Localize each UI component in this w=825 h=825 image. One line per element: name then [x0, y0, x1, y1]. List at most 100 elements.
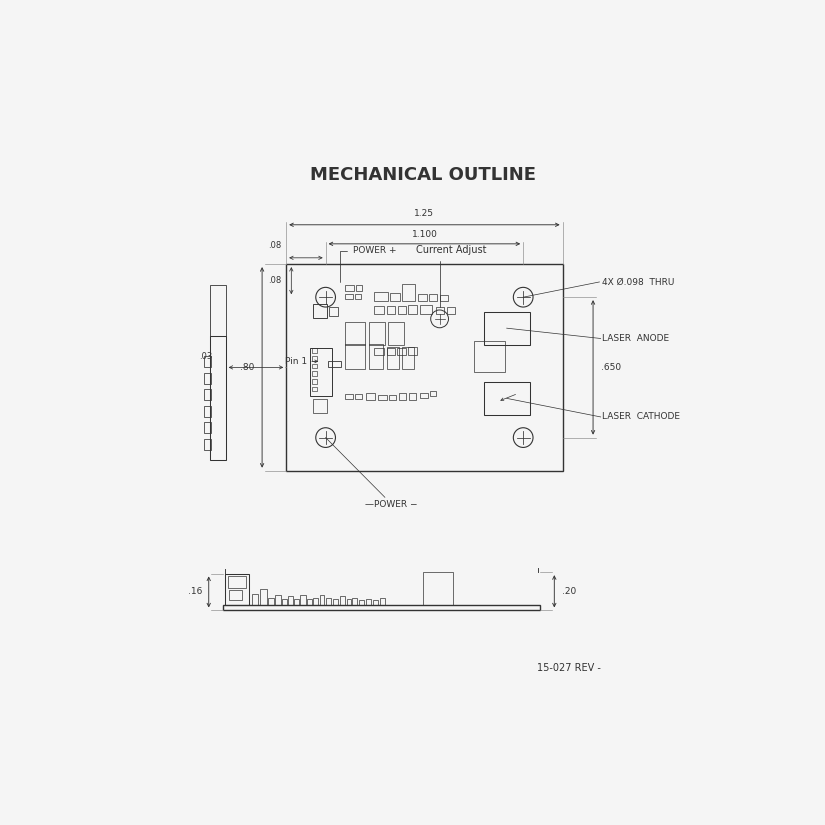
Bar: [398, 394, 406, 400]
Bar: [313, 597, 318, 606]
Text: .20: .20: [562, 587, 576, 596]
Bar: [300, 595, 306, 606]
Bar: [483, 312, 530, 345]
Bar: [223, 606, 540, 610]
Bar: [374, 292, 388, 301]
Bar: [365, 394, 375, 400]
Bar: [360, 601, 364, 606]
Bar: [380, 597, 385, 606]
Bar: [204, 406, 211, 417]
Bar: [369, 323, 384, 345]
Bar: [204, 422, 211, 433]
Bar: [440, 295, 448, 301]
Bar: [210, 285, 226, 337]
Bar: [389, 293, 400, 301]
Text: POWER +: POWER +: [340, 247, 397, 282]
Bar: [228, 576, 246, 587]
Bar: [268, 597, 274, 606]
Bar: [474, 341, 505, 371]
Bar: [326, 597, 332, 606]
Bar: [313, 356, 318, 361]
Bar: [328, 361, 341, 367]
Bar: [333, 599, 337, 606]
Bar: [379, 394, 387, 400]
Bar: [345, 394, 353, 399]
Bar: [204, 389, 211, 400]
Bar: [352, 597, 357, 606]
Bar: [307, 599, 312, 606]
Bar: [313, 348, 318, 353]
Bar: [329, 307, 338, 316]
Bar: [369, 344, 383, 370]
Bar: [387, 306, 395, 314]
Bar: [204, 373, 211, 384]
Text: 1.25: 1.25: [414, 210, 435, 219]
Bar: [252, 594, 258, 606]
Text: LASER  ANODE: LASER ANODE: [602, 334, 669, 343]
Bar: [345, 323, 365, 345]
Bar: [204, 356, 211, 367]
Bar: [365, 599, 371, 606]
Bar: [210, 337, 226, 460]
Bar: [447, 307, 455, 314]
Text: .08: .08: [268, 241, 281, 250]
Bar: [313, 364, 318, 368]
Text: Current Adjust: Current Adjust: [416, 245, 487, 307]
Bar: [286, 264, 563, 470]
Bar: [345, 295, 353, 299]
Bar: [398, 306, 406, 314]
Bar: [403, 284, 415, 301]
Bar: [374, 348, 384, 355]
Text: .03: .03: [199, 352, 212, 361]
Text: LASER  CATHODE: LASER CATHODE: [602, 412, 680, 422]
Text: 15-027 REV -: 15-027 REV -: [537, 662, 601, 672]
Bar: [389, 394, 396, 400]
Bar: [260, 589, 267, 606]
Text: 1.100: 1.100: [412, 229, 437, 238]
Text: MECHANICAL OUTLINE: MECHANICAL OUTLINE: [310, 166, 535, 184]
Bar: [403, 347, 414, 370]
Bar: [387, 348, 395, 355]
Text: .650: .650: [601, 363, 620, 372]
Bar: [313, 371, 318, 376]
Bar: [409, 394, 417, 400]
Bar: [429, 294, 436, 301]
Bar: [275, 595, 280, 606]
Bar: [345, 285, 354, 291]
Bar: [313, 387, 318, 391]
Bar: [295, 599, 299, 606]
Bar: [422, 573, 453, 606]
Bar: [417, 294, 427, 301]
Bar: [356, 285, 362, 291]
Bar: [313, 398, 327, 412]
Text: .08: .08: [268, 276, 281, 285]
Text: .80: .80: [240, 363, 254, 372]
Bar: [320, 595, 324, 606]
Bar: [288, 596, 293, 606]
Bar: [313, 304, 327, 318]
Text: .16: .16: [188, 587, 202, 596]
Bar: [204, 439, 211, 450]
Bar: [387, 347, 399, 370]
Text: 4X Ø.098  THRU: 4X Ø.098 THRU: [602, 277, 674, 286]
Text: Pin 1: Pin 1: [285, 357, 307, 365]
Bar: [282, 599, 287, 606]
Bar: [229, 590, 242, 601]
Bar: [345, 344, 365, 370]
Bar: [373, 601, 378, 606]
Bar: [430, 390, 436, 396]
Bar: [313, 380, 318, 384]
Bar: [340, 596, 345, 606]
Text: —POWER −: —POWER −: [365, 501, 417, 510]
Bar: [436, 307, 445, 314]
Bar: [355, 394, 362, 399]
Bar: [388, 323, 403, 345]
Bar: [374, 306, 384, 314]
Bar: [420, 393, 428, 398]
Bar: [310, 348, 332, 396]
Bar: [355, 295, 361, 299]
Bar: [483, 382, 530, 415]
Bar: [420, 304, 432, 314]
Bar: [225, 573, 249, 606]
Bar: [408, 346, 417, 355]
